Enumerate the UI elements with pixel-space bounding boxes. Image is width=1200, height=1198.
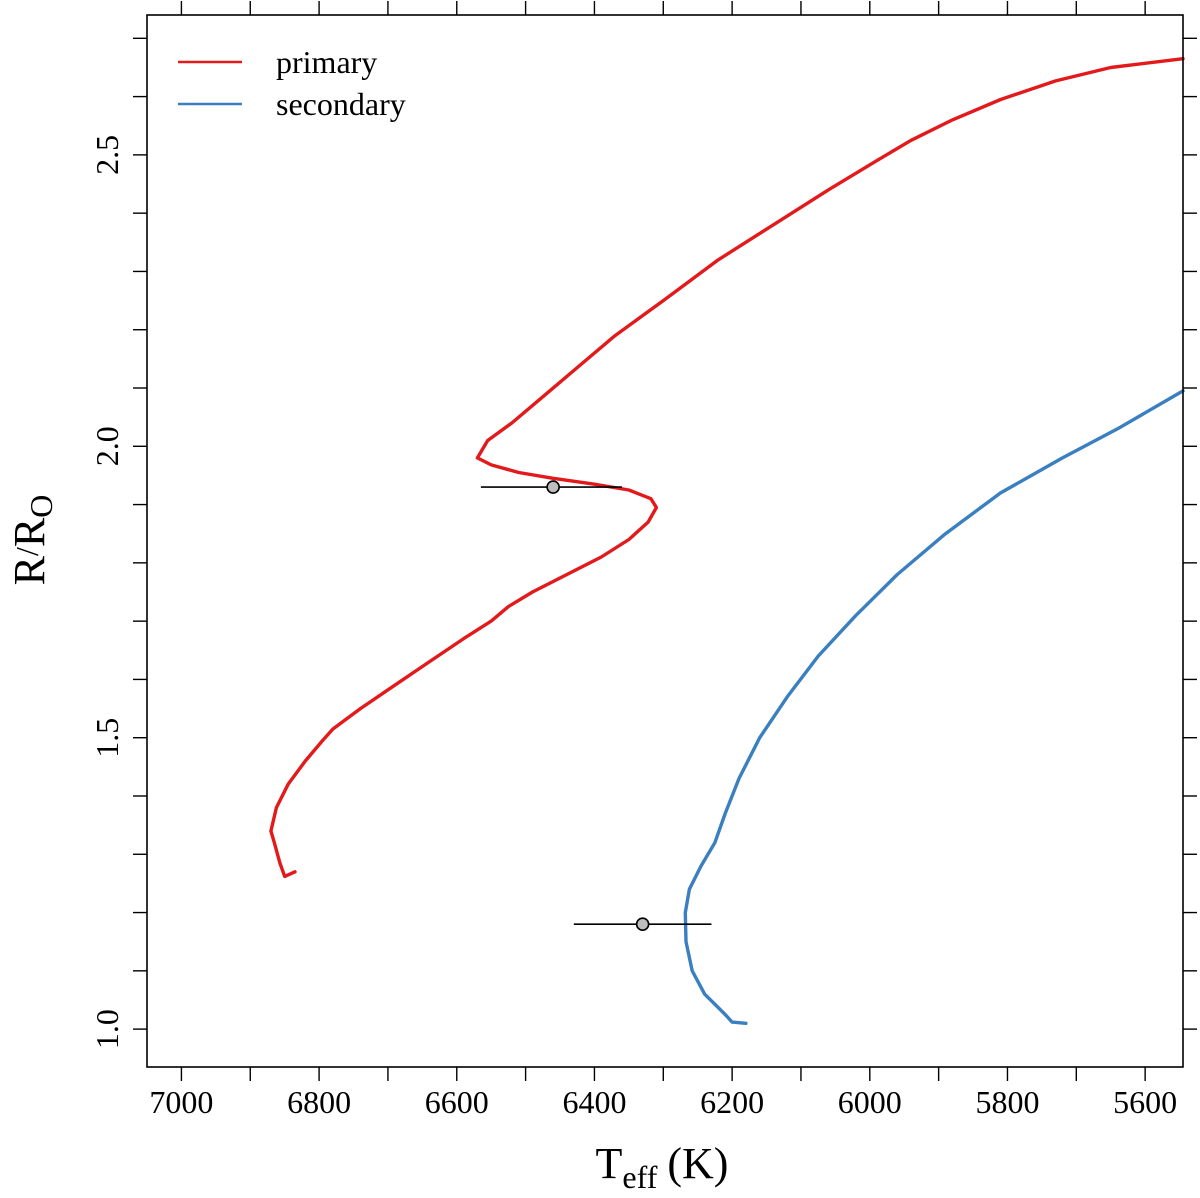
y-axis-label-main: R	[5, 555, 54, 585]
x-axis-label-unit: (K)	[667, 1139, 728, 1188]
x-tick-label-6200: 6200	[700, 1084, 764, 1120]
y-axis-label-sub: O	[23, 495, 59, 518]
legend: primary secondary	[178, 44, 406, 122]
secondary-measurement-point	[635, 917, 650, 932]
x-tick-label-6000: 6000	[838, 1084, 902, 1120]
x-axis-label-sub: eff	[622, 1159, 657, 1195]
x-tick-label-6400: 6400	[562, 1084, 626, 1120]
y-axis-label-slash: /	[9, 547, 45, 556]
y-axis-label: R/RO	[5, 495, 59, 586]
legend-label-secondary: secondary	[276, 86, 406, 122]
y-tick-labels: 1.0 1.5 2.0 2.5	[89, 135, 125, 1049]
y-tick-label-2: 2.0	[89, 426, 125, 466]
y-tick-label-1.5: 1.5	[89, 718, 125, 758]
x-tick-label-6800: 6800	[287, 1084, 351, 1120]
x-tick-label-6600: 6600	[425, 1084, 489, 1120]
x-tick-label-5800: 5800	[975, 1084, 1039, 1120]
y-axis-label-sym: R	[5, 517, 54, 547]
x-axis-label: Teff (K)	[596, 1139, 729, 1195]
legend-label-primary: primary	[276, 44, 377, 80]
series-layer	[269, 57, 1185, 1025]
series-primary	[269, 57, 1185, 879]
x-tick-labels: 7000 6800 6600 6400 6200 6000 5800 5600	[149, 1084, 1177, 1120]
x-tick-label-5600: 5600	[1113, 1084, 1177, 1120]
series-secondary	[683, 389, 1185, 1025]
error-bars-layer	[480, 480, 712, 932]
x-axis-label-main: T	[596, 1139, 623, 1188]
axis-ticks	[133, 1, 1197, 1081]
y-tick-label-1: 1.0	[89, 1009, 125, 1049]
plot-frame	[146, 14, 1184, 1068]
y-tick-label-2.5: 2.5	[89, 135, 125, 175]
x-tick-label-7000: 7000	[149, 1084, 213, 1120]
primary-measurement-point	[546, 480, 560, 494]
